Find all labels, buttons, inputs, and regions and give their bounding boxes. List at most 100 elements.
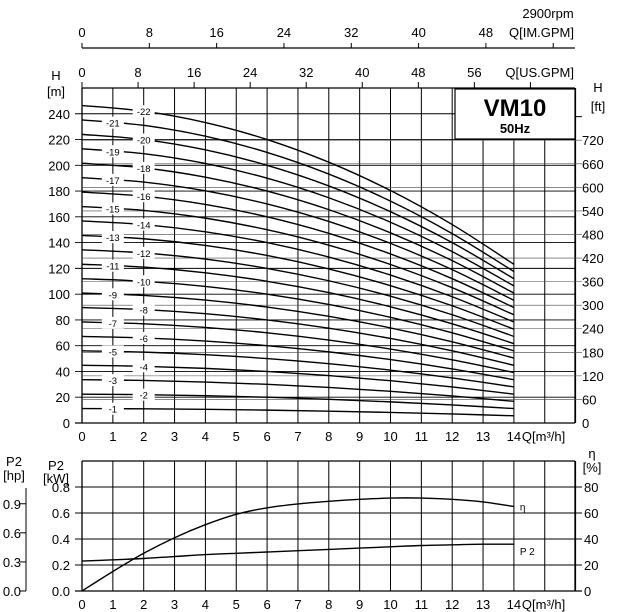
power-curve (81, 543, 514, 562)
q-tick-label: 11 (415, 429, 429, 444)
curve-label: -9 (109, 290, 117, 301)
curve-label: -3 (109, 376, 117, 387)
curve-label-bg (101, 316, 124, 329)
q-tick-label: 9 (356, 429, 363, 444)
us-gpm-tick-label: 8 (134, 65, 141, 80)
curve-label-bg (101, 145, 124, 158)
q-tick-label: 2 (140, 429, 147, 444)
head-curve-11 (81, 263, 515, 345)
model-title: VM10 (484, 95, 547, 122)
head-curve-21 (81, 119, 515, 273)
q-axis-label: Q[m³/h] (522, 429, 565, 444)
p2-hp-tick-label: 0.0 (3, 584, 21, 599)
curve-label-bg (132, 331, 155, 344)
q-tick-label: 12 (445, 597, 459, 612)
us-gpm-tick-label: 24 (243, 65, 257, 80)
h-ft-tick-label: 660 (582, 157, 604, 172)
q-tick-label: 0 (78, 597, 85, 612)
h-ft-tick-label: 480 (582, 227, 604, 242)
head-chart: 020406080100120140160180200220240H[m]060… (47, 68, 605, 444)
eta-tick-label: 0 (584, 584, 591, 599)
q-tick-label: 7 (294, 429, 301, 444)
q-tick-label: 11 (415, 597, 429, 612)
h-ft-tick-label: 120 (582, 369, 604, 384)
im-gpm-tick-label: 8 (146, 25, 153, 40)
curve-label: -20 (137, 136, 151, 147)
head-curve-22 (81, 104, 515, 265)
q-tick-label: 3 (171, 429, 178, 444)
power-efficiency-chart: 0.00.20.40.60.8P2[kW]0.00.30.60.9P2[hp]0… (3, 446, 601, 612)
us-gpm-axis-label: Q[US.GPM] (505, 65, 574, 80)
curve-label-bg (132, 360, 155, 373)
model-box: VM10 50Hz (454, 88, 576, 140)
power-curve-label: P 2 (520, 547, 535, 558)
p2-hp-tick-label: 0.9 (3, 497, 21, 512)
eta-tick-label: 60 (584, 506, 598, 521)
h-m-tick-label: 160 (48, 210, 70, 225)
h-ft-tick-label: 360 (582, 275, 604, 290)
head-curve-1 (81, 407, 514, 417)
curve-label-bg (101, 259, 124, 272)
head-curve-3 (81, 379, 514, 403)
curve-label: -6 (139, 334, 147, 345)
q-tick-label: 7 (294, 597, 301, 612)
curve-label-bg (132, 388, 155, 401)
head-curve-13 (81, 234, 515, 330)
curve-label-bg (132, 161, 155, 174)
q-tick-label: 5 (233, 597, 240, 612)
head-curve-7 (81, 321, 515, 374)
curve-label-bg (101, 231, 124, 244)
h-ft-tick-label: 240 (582, 322, 604, 337)
curve-label-bg (132, 218, 155, 231)
h-m-tick-label: 220 (48, 133, 70, 148)
p2-hp-axis-unit: [hp] (3, 468, 25, 483)
im-gpm-axis: 0 8 16 24 32 40 48 Q[IM.GPM] (78, 25, 575, 49)
curve-label-bg (132, 275, 155, 288)
curve-label: -1 (109, 405, 117, 416)
im-gpm-tick-label: 32 (344, 25, 358, 40)
curve-label-bg (132, 246, 155, 259)
head-curve-17 (81, 176, 515, 301)
im-gpm-tick-label: 40 (411, 25, 425, 40)
frequency-label: 50Hz (500, 121, 531, 136)
eta-tick-label: 40 (584, 532, 598, 547)
curve-label: -19 (106, 147, 120, 158)
h-m-axis-title: H (51, 68, 60, 83)
curve-label-bg (101, 402, 124, 415)
curve-label-bg (132, 105, 155, 118)
h-m-tick-label: 60 (56, 339, 70, 354)
eta-axis-title: η (588, 446, 595, 461)
h-m-tick-label: 100 (48, 287, 70, 302)
q-tick-label: 14 (507, 597, 521, 612)
h-ft-axis-unit: [ft] (591, 99, 605, 114)
head-curve-9 (81, 292, 515, 359)
eta-tick-label: 80 (584, 480, 598, 495)
p2-kw-tick-label: 0.6 (52, 506, 70, 521)
curve-label-bg (132, 190, 155, 203)
p2-kw-tick-label: 0.0 (52, 584, 70, 599)
curve-label: -22 (137, 107, 151, 118)
q-tick-label: 13 (476, 597, 490, 612)
q-tick-label: 13 (476, 429, 490, 444)
h-m-tick-label: 240 (48, 107, 70, 122)
rpm-label: 2900rpm (522, 6, 573, 21)
static-layer: 2900rpm (522, 6, 573, 21)
curve-label: -12 (137, 249, 151, 260)
curve-label-bg (101, 173, 124, 186)
h-m-tick-label: 120 (48, 261, 70, 276)
h-m-axis-unit: [m] (47, 84, 65, 99)
curve-label-bg (101, 116, 124, 129)
im-gpm-tick-label: 16 (209, 25, 223, 40)
q-tick-label: 4 (202, 429, 209, 444)
head-curve-5 (81, 350, 515, 388)
us-gpm-tick-label: 32 (299, 65, 313, 80)
q-tick-label: 5 (233, 429, 240, 444)
im-gpm-tick-label: 0 (78, 25, 85, 40)
im-gpm-axis-label: Q[IM.GPM] (509, 25, 574, 40)
q-tick-label: 12 (445, 429, 459, 444)
h-ft-tick-label: 600 (582, 180, 604, 195)
curve-label: -4 (139, 362, 147, 373)
h-ft-axis-title: H (593, 80, 602, 95)
curve-label: -15 (106, 204, 120, 215)
